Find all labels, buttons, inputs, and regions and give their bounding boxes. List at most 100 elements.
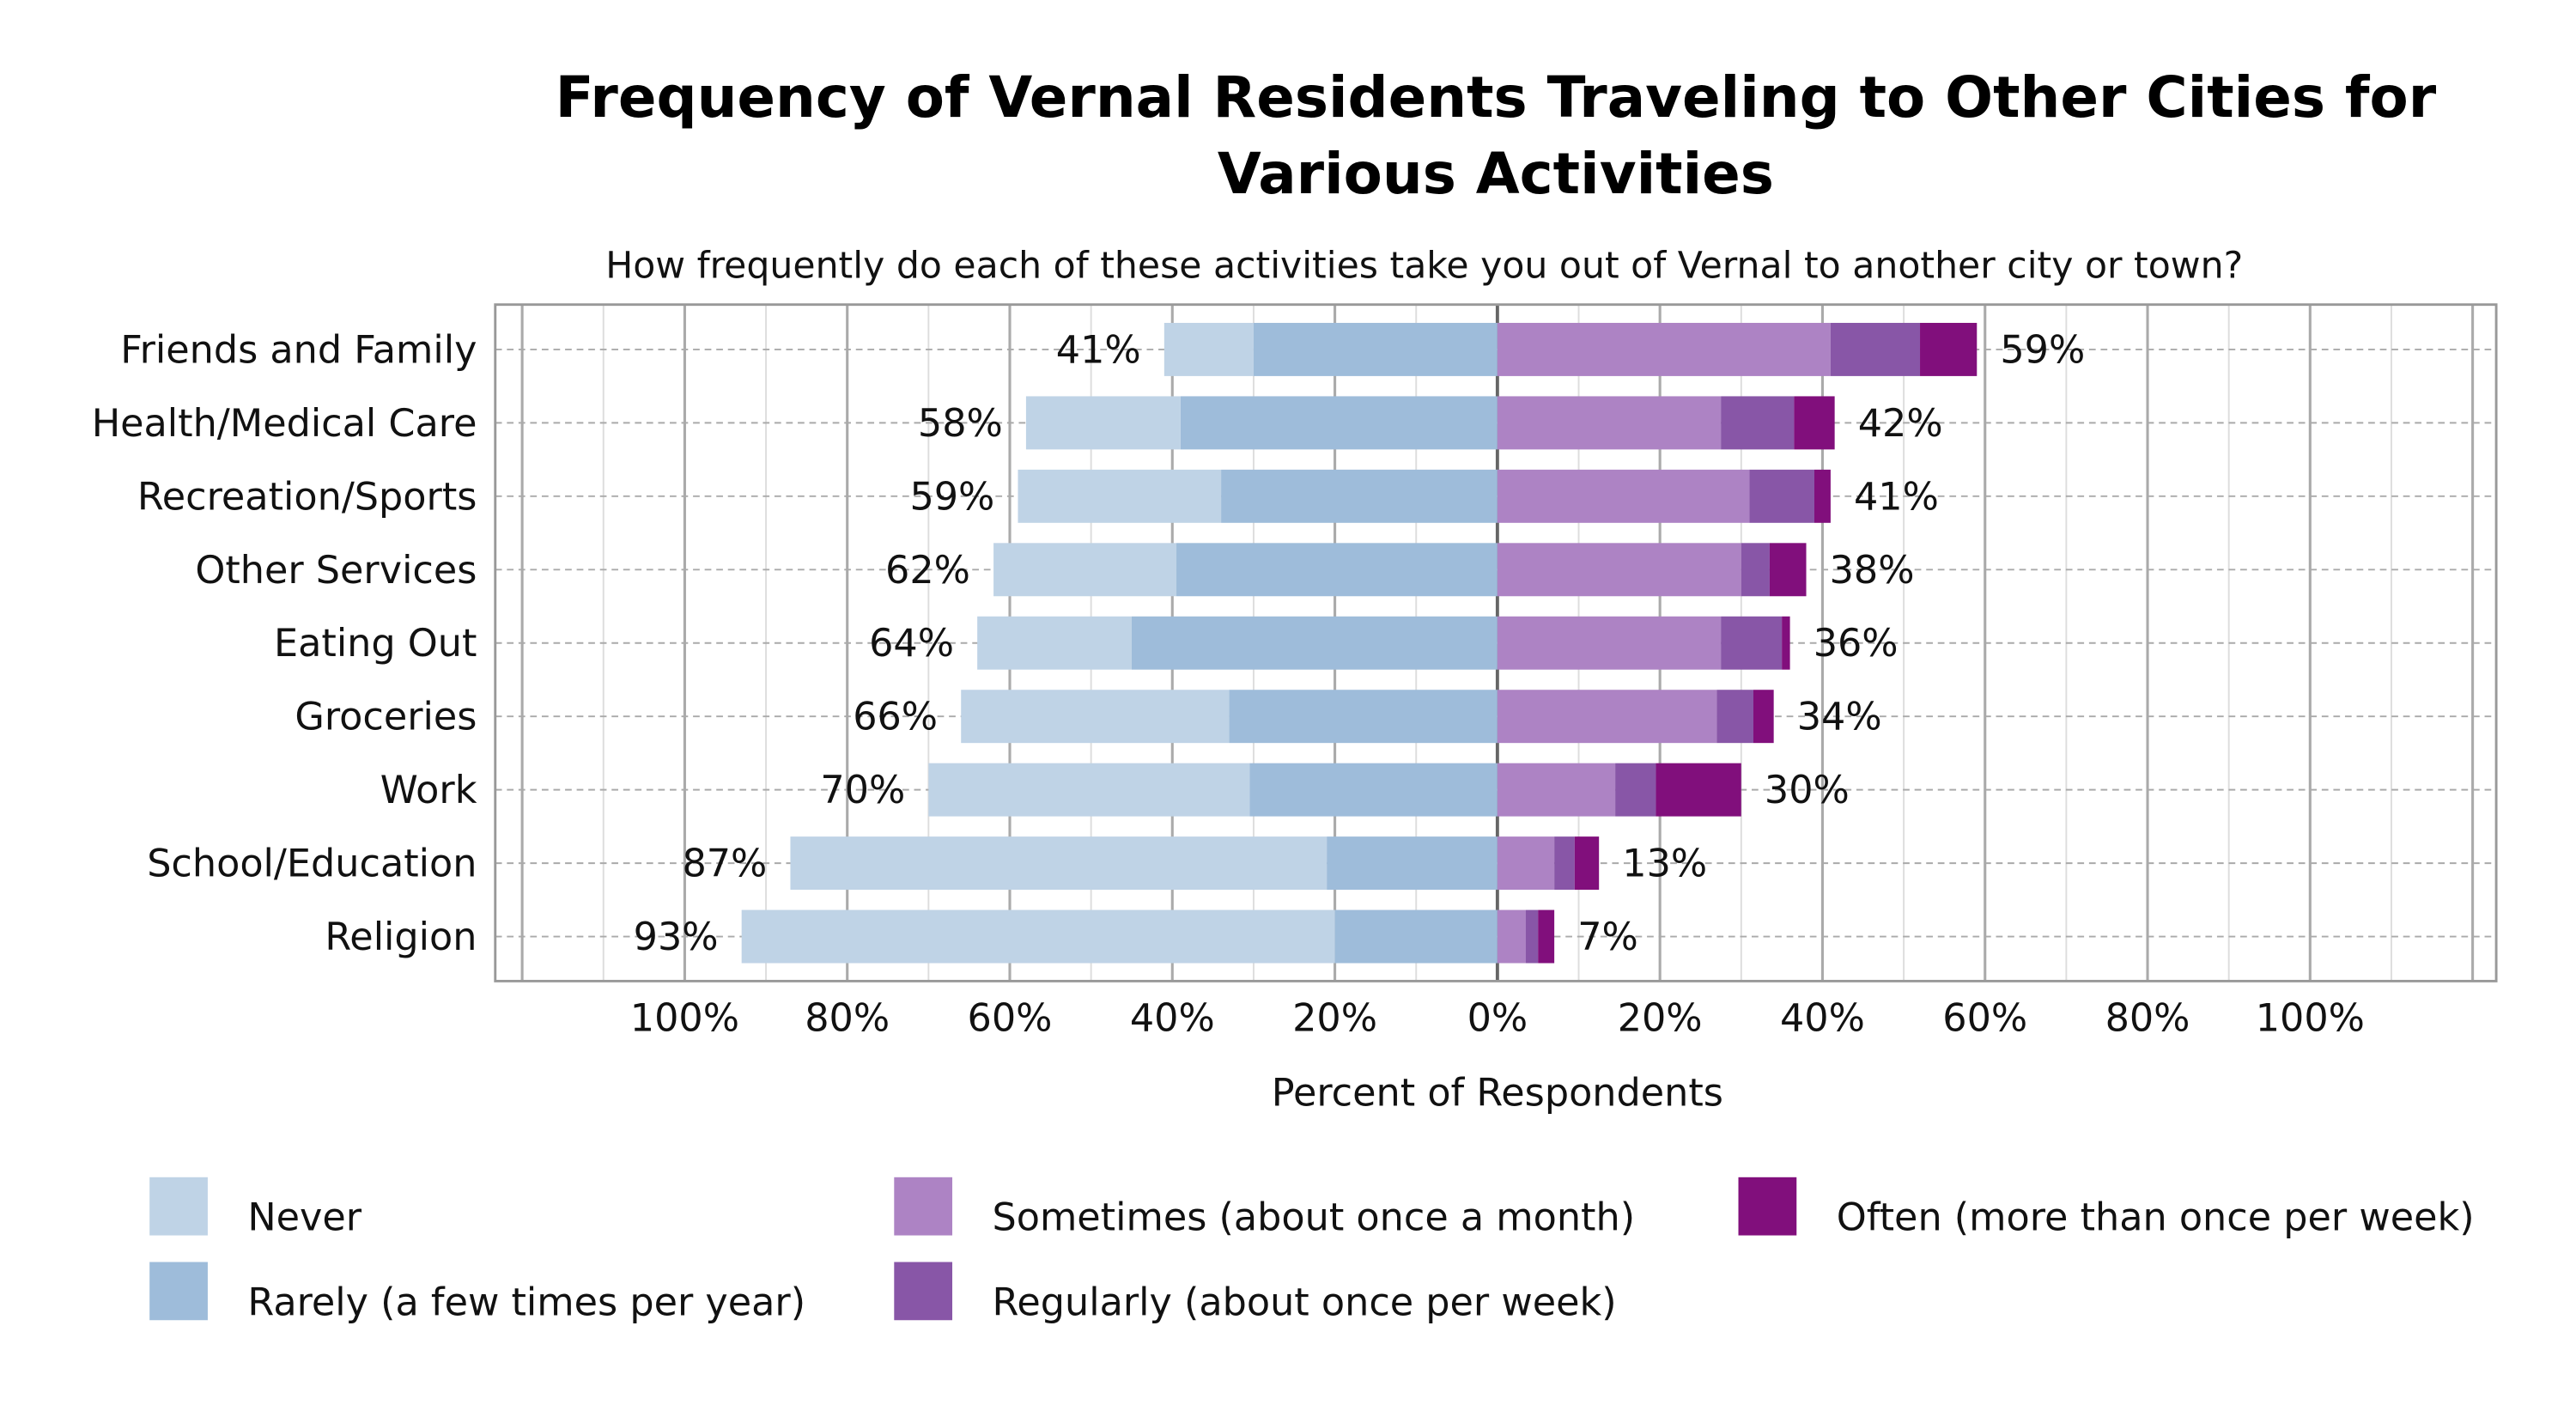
bar-segment-never <box>928 763 1250 817</box>
bar-segment-rarely <box>1176 543 1498 597</box>
x-tick-label: 60% <box>1942 996 2027 1040</box>
bar-segment-never <box>1025 396 1181 450</box>
bar-segment-rarely <box>1334 909 1498 964</box>
bar-segment-often <box>1814 469 1831 523</box>
legend-item: Often (more than once per week) <box>1738 1177 2475 1240</box>
bar-segment-regularly <box>1721 396 1795 450</box>
bar-segment-sometimes <box>1497 763 1616 817</box>
legend-item: Never <box>149 1177 362 1240</box>
bars <box>741 322 1978 964</box>
bar-segment-sometimes <box>1497 396 1722 450</box>
bar-segment-often <box>1769 543 1807 597</box>
bar-segment-sometimes <box>1497 836 1555 891</box>
x-tick-label: 100% <box>2256 996 2365 1040</box>
bar-segment-regularly <box>1525 909 1539 964</box>
bar-segment-never <box>1018 469 1222 523</box>
chart-title-line2: Various Activities <box>1218 141 1774 207</box>
positive-total-label: 42% <box>1858 402 1943 446</box>
bar-segment-often <box>1920 322 1978 376</box>
positive-total-label: 34% <box>1797 696 1882 739</box>
category-label: Friends and Family <box>120 328 477 372</box>
category-label: Religion <box>325 915 477 959</box>
bar-segment-never <box>790 836 1327 891</box>
plot-frame <box>494 303 2498 982</box>
bar-segment-sometimes <box>1497 469 1750 523</box>
x-tick-label: 60% <box>968 996 1053 1040</box>
category-label: Health/Medical Care <box>92 402 477 446</box>
x-axis-label: Percent of Respondents <box>1272 1072 1723 1116</box>
chart-subtitle: How frequently do each of these activiti… <box>605 245 2243 288</box>
negative-total-label: 87% <box>682 842 767 886</box>
legend: Never Sometimes (about once a month) Often… <box>149 1177 2475 1324</box>
legend-swatch <box>894 1262 953 1321</box>
positive-total-label: 7% <box>1577 915 1638 959</box>
labels: Friends and Family 41% 59% Health/Medical C… <box>92 328 2086 959</box>
bar-segment-often <box>1656 763 1741 817</box>
legend-label: Often (more than once per week) <box>1837 1196 2475 1240</box>
legend-label: Regularly (about once per week) <box>992 1280 1616 1324</box>
bar-segment-rarely <box>1327 836 1498 891</box>
x-tick-label: 40% <box>1780 996 1865 1040</box>
bar-segment-sometimes <box>1497 322 1831 376</box>
legend-label: Rarely (a few times per year) <box>247 1280 805 1324</box>
negative-total-label: 64% <box>869 622 954 666</box>
positive-total-label: 13% <box>1622 842 1707 886</box>
legend-item: Sometimes (about once a month) <box>894 1177 1635 1240</box>
negative-total-label: 59% <box>909 475 994 519</box>
positive-total-label: 36% <box>1814 622 1899 666</box>
bar-segment-rarely <box>1180 396 1498 450</box>
bar-segment-often <box>1538 909 1555 964</box>
negative-total-label: 41% <box>1056 328 1141 372</box>
legend-item: Rarely (a few times per year) <box>149 1262 805 1324</box>
x-tick-label: 40% <box>1130 996 1215 1040</box>
category-label: Groceries <box>295 696 477 739</box>
category-label: School/Education <box>147 842 477 886</box>
category-label: Recreation/Sports <box>137 475 477 519</box>
bar-segment-rarely <box>1253 322 1498 376</box>
bar-segment-regularly <box>1615 763 1656 817</box>
bar-segment-never <box>993 543 1177 597</box>
x-tick-label: 80% <box>805 996 890 1040</box>
legend-label: Sometimes (about once a month) <box>992 1196 1635 1240</box>
bar-segment-rarely <box>1131 616 1498 670</box>
negative-total-label: 66% <box>853 696 938 739</box>
bar-segment-often <box>1794 396 1835 450</box>
chart-title-line1: Frequency of Vernal Residents Traveling … <box>556 64 2437 131</box>
bar-segment-sometimes <box>1497 616 1722 670</box>
legend-item: Regularly (about once per week) <box>894 1262 1617 1324</box>
bar-segment-regularly <box>1721 616 1783 670</box>
legend-swatch <box>894 1177 953 1236</box>
x-tick-label: 80% <box>2105 996 2190 1040</box>
bar-segment-rarely <box>1249 763 1498 817</box>
bar-segment-regularly <box>1749 469 1814 523</box>
x-axis-ticks: 100% 80% 60% 40% 20% 0% 20% 40% 60% 80% 100% <box>630 996 2365 1040</box>
bar-segment-regularly <box>1741 543 1770 597</box>
x-tick-label: 0% <box>1467 996 1528 1040</box>
positive-total-label: 30% <box>1765 769 1850 812</box>
negative-total-label: 70% <box>820 769 905 812</box>
positive-total-label: 38% <box>1830 549 1915 593</box>
legend-label: Never <box>247 1196 361 1240</box>
bar-segment-never <box>977 616 1132 670</box>
bar-segment-regularly <box>1830 322 1921 376</box>
x-tick-label: 100% <box>630 996 739 1040</box>
x-tick-label: 20% <box>1618 996 1703 1040</box>
legend-swatch <box>1738 1177 1797 1236</box>
positive-total-label: 41% <box>1854 475 1939 519</box>
legend-swatch <box>149 1177 208 1236</box>
bar-segment-rarely <box>1221 469 1498 523</box>
x-tick-label: 20% <box>1292 996 1377 1040</box>
negative-total-label: 93% <box>634 915 719 959</box>
bar-segment-often <box>1753 690 1774 744</box>
bar-segment-sometimes <box>1497 543 1741 597</box>
bar-segment-never <box>741 909 1335 964</box>
bar-segment-often <box>1782 616 1790 670</box>
bar-segment-rarely <box>1229 690 1498 744</box>
category-label: Eating Out <box>274 622 477 666</box>
negative-total-label: 62% <box>885 549 970 593</box>
negative-total-label: 58% <box>918 402 1003 446</box>
bar-segment-often <box>1574 836 1600 891</box>
bar-segment-sometimes <box>1497 690 1717 744</box>
legend-swatch <box>149 1262 208 1321</box>
